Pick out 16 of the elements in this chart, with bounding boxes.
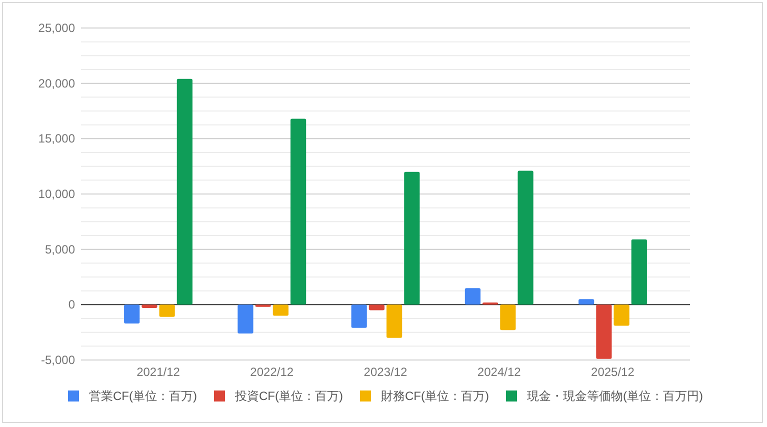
y-tick-label: 5,000 bbox=[44, 242, 75, 256]
y-tick-label: -5,000 bbox=[40, 353, 75, 367]
y-tick-label: 0 bbox=[68, 298, 75, 312]
x-tick-label: 2025/12 bbox=[591, 365, 634, 379]
y-tick-label: 25,000 bbox=[38, 21, 75, 35]
x-tick-label: 2021/12 bbox=[136, 365, 180, 379]
legend-label: 現金・現金等価物(単位：百万円) bbox=[527, 389, 703, 403]
y-tick-label: 20,000 bbox=[38, 76, 75, 90]
y-tick-label: 15,000 bbox=[38, 132, 75, 146]
legend-label: 投資CF(単位：百万) bbox=[235, 389, 343, 403]
x-tick-label: 2024/12 bbox=[477, 365, 521, 379]
y-tick-label: 10,000 bbox=[38, 187, 75, 201]
x-tick-label: 2022/12 bbox=[250, 365, 294, 379]
legend-label: 営業CF(単位：百万) bbox=[89, 389, 197, 403]
x-tick-label: 2023/12 bbox=[364, 365, 408, 379]
legend-label: 財務CF(単位：百万) bbox=[381, 389, 489, 403]
